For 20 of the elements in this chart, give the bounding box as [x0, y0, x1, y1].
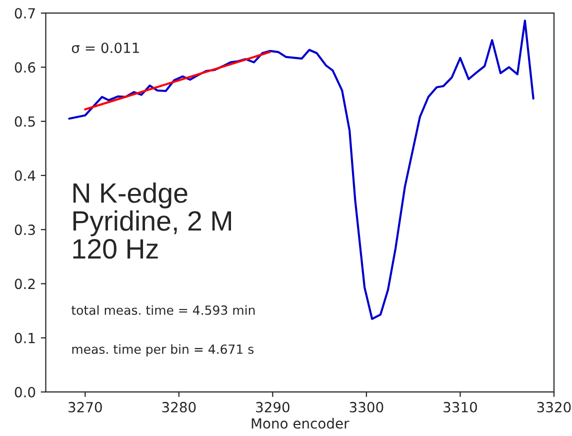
x-axis-title: Mono encoder — [252, 418, 350, 429]
x-tick-label: 3310 — [444, 402, 477, 412]
y-tick-label: 0.5 — [14, 116, 35, 127]
y-tick-label: 0.3 — [14, 224, 35, 236]
x-tick-label: 3290 — [256, 402, 290, 412]
line-series — [68, 20, 534, 320]
y-tick-label: 0.4 — [14, 170, 36, 181]
x-tick-label: 3270 — [68, 402, 102, 412]
x-tick-label: 3300 — [350, 402, 384, 412]
y-tick-label: 0.0 — [14, 386, 36, 398]
y-tick-label: 0.2 — [14, 278, 35, 290]
x-tick-label: 3280 — [162, 402, 196, 412]
y-tick-label: 0.1 — [14, 332, 35, 344]
x-tick-label: 3320 — [537, 402, 571, 412]
y-tick-label: 0.6 — [14, 62, 36, 73]
annotation: meas. time per bin = 4.671 s — [72, 344, 254, 356]
annotation: total meas. time = 4.593 min — [72, 305, 255, 315]
annotation: σ = 0.011 — [72, 42, 139, 54]
annotation: N K-edge Pyridine, 2 M 120 Hz — [73, 182, 231, 259]
y-tick-label: 0.7 — [14, 8, 35, 19]
